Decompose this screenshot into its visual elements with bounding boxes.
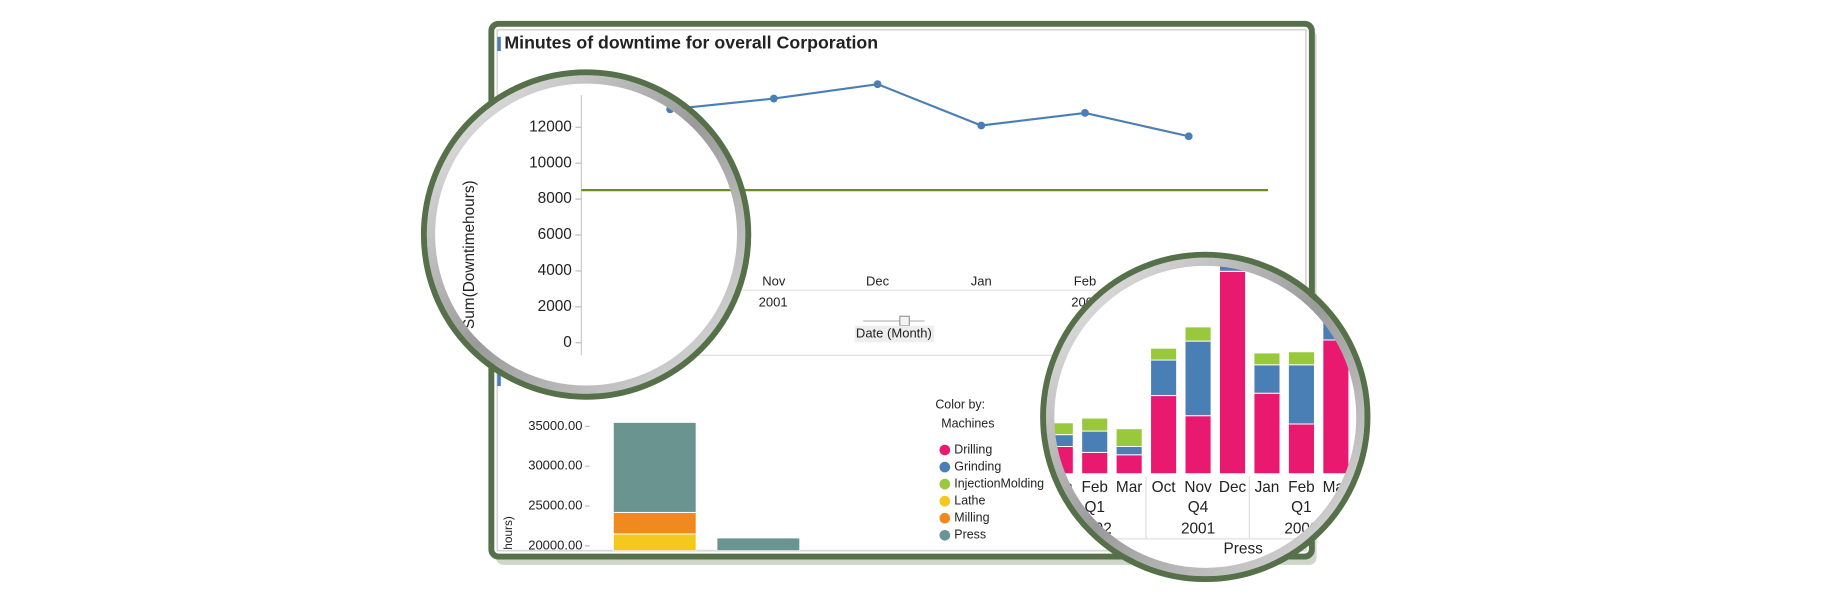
x-tick-label: Feb: [1074, 273, 1096, 288]
bar-segment: [1115, 454, 1143, 475]
y-tick-label: 6000: [538, 226, 572, 243]
section-marker: [497, 371, 501, 387]
slider-handle[interactable]: [899, 315, 910, 327]
legend-swatch: [939, 478, 951, 490]
zoomed-bar-chart: JanFebMarOctNovDecJanFebMarQ12002Q42001Q…: [1049, 260, 1362, 558]
dashboard-title: Minutes of downtime for overall Corporat…: [504, 33, 878, 53]
x-tick-label: Nov: [1184, 479, 1212, 496]
y-tick-label: 30000.00: [528, 458, 582, 473]
data-point: [769, 94, 778, 103]
y-tick-label: 4000: [538, 262, 572, 279]
bar-segment: [1049, 422, 1074, 436]
legend-label: Grinding: [954, 459, 1001, 473]
line-chart: 0 2000 4000 6000 8000 10000 12000 Sum(Downtimeh…: [461, 80, 1269, 356]
bar-segment: [1115, 428, 1143, 447]
magnifier-frame-left: [420, 69, 752, 400]
legend-label: Drilling: [954, 442, 992, 456]
bar-segment: [612, 421, 697, 513]
legend-label: Lathe: [954, 493, 985, 507]
magnifier-ring-left: [426, 75, 746, 394]
quarter-label: Q1: [1084, 499, 1105, 516]
y-tick-label: 12000: [529, 118, 572, 135]
x-tick-label: Nov: [762, 273, 786, 288]
quarter-label: Q1: [1291, 499, 1312, 516]
bar-segment: [1322, 339, 1350, 475]
legend-title: Color by:: [935, 397, 985, 411]
x-tick-label: Mar: [1116, 479, 1142, 496]
legend-subtitle: Machines: [941, 416, 994, 430]
bar-segment: [1081, 451, 1109, 475]
y-axis-title: Sum(Downtimehours): [461, 180, 478, 329]
x-tick-label: Jan: [1255, 479, 1280, 496]
x-tick-label: Dec: [1219, 479, 1247, 496]
magnifier-frame-right: [1040, 251, 1371, 583]
x-axis-title-box: [854, 325, 935, 343]
title-marker: [497, 36, 501, 52]
data-point: [977, 121, 986, 130]
bar-segment: [1115, 446, 1143, 456]
y-tick-label: 25000.00: [528, 497, 582, 512]
bar-segment: [1150, 395, 1178, 475]
bar-segment: [1253, 364, 1281, 394]
y-tick-label: 2000: [538, 298, 572, 315]
x-tick-label: Oct: [1152, 479, 1177, 496]
y-axis-title: hours): [501, 516, 515, 550]
bar-segment: [1287, 423, 1315, 475]
quarter-label: Q4: [1188, 499, 1209, 516]
data-point: [1081, 109, 1089, 117]
x-tick-label: Jan: [971, 273, 992, 288]
x-tick-label: Feb: [1081, 479, 1108, 496]
legend: Color by: Machines Drilling Grinding Injecti…: [935, 397, 1044, 541]
x-tick-label: Dec: [866, 273, 890, 288]
legend-label: InjectionMolding: [954, 476, 1044, 490]
bar-segment: [1184, 340, 1212, 417]
bar-segment: [1150, 347, 1178, 361]
bar-segment: [1081, 417, 1109, 432]
legend-swatch: [939, 512, 951, 524]
bar-chart: 20000.00 25000.00 30000.00 35000.00 hours): [501, 418, 801, 552]
bar-segment: [1253, 352, 1281, 366]
bar-segment: [1287, 351, 1315, 366]
data-point: [1184, 132, 1193, 141]
y-tick-label: 8000: [538, 190, 572, 207]
bar-segment: [1081, 430, 1109, 453]
x-tick-label: Feb: [1288, 479, 1314, 496]
legend-label: Press: [954, 528, 986, 542]
bar-segment: [716, 537, 801, 551]
data-point: [873, 80, 882, 89]
y-tick-label: 35000.00: [528, 418, 582, 433]
bar-segment: [1219, 270, 1247, 475]
bar-segment: [1150, 359, 1178, 397]
bar-segment: [612, 533, 697, 551]
bar-segment: [612, 511, 697, 535]
x-axis-title: Press: [1224, 541, 1264, 558]
bar-segment: [1253, 392, 1281, 475]
bar-segment: [1184, 326, 1212, 342]
data-line: [670, 83, 1189, 138]
y-tick-label: 20000.00: [528, 537, 582, 552]
legend-swatch: [939, 461, 951, 473]
y-tick-label: 10000: [529, 154, 572, 171]
x-year-label: 2001: [759, 295, 788, 310]
x-axis-title: Date (Month): [856, 325, 932, 340]
magnifier-lens-left: [427, 75, 745, 394]
y-tick-label: 0: [563, 334, 572, 351]
magnifier-ring-right: [1046, 257, 1365, 577]
legend-label: Milling: [954, 511, 989, 525]
legend-swatch: [939, 495, 951, 507]
legend-swatch: [939, 444, 951, 456]
bar-segment: [1184, 415, 1212, 475]
legend-swatch: [939, 529, 951, 541]
year-label: 2001: [1181, 520, 1215, 537]
bar-segment: [1287, 364, 1315, 425]
